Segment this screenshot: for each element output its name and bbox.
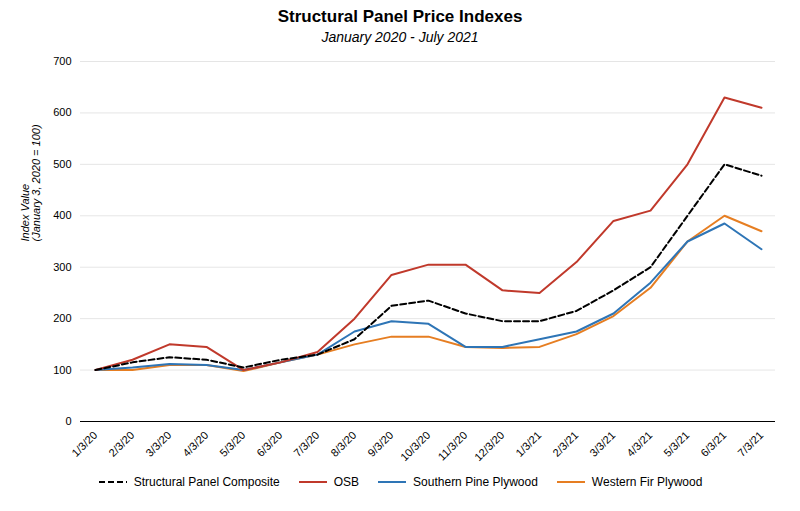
svg-text:100: 100 <box>53 364 71 376</box>
svg-text:600: 600 <box>53 106 71 118</box>
svg-text:8/3/20: 8/3/20 <box>328 429 358 459</box>
svg-text:11/3/20: 11/3/20 <box>436 429 470 463</box>
svg-text:6/3/20: 6/3/20 <box>254 429 284 459</box>
svg-text:300: 300 <box>53 261 71 273</box>
svg-text:6/3/21: 6/3/21 <box>698 429 728 459</box>
svg-text:700: 700 <box>53 55 71 67</box>
html-text:Structural Panel Composite: Structural Panel Composite <box>133 475 280 489</box>
svg-text:7/3/20: 7/3/20 <box>291 429 321 459</box>
html-text:January 2020 - July 2021: January 2020 - July 2021 <box>321 29 479 45</box>
svg-text:2/3/21: 2/3/21 <box>550 429 580 459</box>
html-text:OSB: OSB <box>333 475 360 489</box>
svg-text:4/3/20: 4/3/20 <box>180 429 210 459</box>
svg-text:4/3/21: 4/3/21 <box>624 429 654 459</box>
svg-text:0: 0 <box>65 415 71 427</box>
html-text:Structural Panel Price Indexes: Structural Panel Price Indexes <box>277 7 523 26</box>
svg-text:3/3/20: 3/3/20 <box>143 429 173 459</box>
html-text:Southern Pine Plywood: Southern Pine Plywood <box>413 475 538 489</box>
svg-text:10/3/20: 10/3/20 <box>398 429 432 463</box>
svg-text:5/3/20: 5/3/20 <box>217 429 247 459</box>
svg-text:7/3/21: 7/3/21 <box>735 429 765 459</box>
svg-text:9/3/20: 9/3/20 <box>365 429 395 459</box>
html-text:Western Fir Plywood: Western Fir Plywood <box>591 475 703 489</box>
svg-text:500: 500 <box>53 158 71 170</box>
svg-text:5/3/21: 5/3/21 <box>661 429 691 459</box>
svg-text:1/3/21: 1/3/21 <box>513 429 543 459</box>
svg-text:1/3/20: 1/3/20 <box>69 429 99 459</box>
svg-text:2/3/20: 2/3/20 <box>106 429 136 459</box>
svg-text:3/3/21: 3/3/21 <box>587 429 617 459</box>
svg-text:400: 400 <box>53 209 71 221</box>
svg-text:12/3/20: 12/3/20 <box>472 429 506 463</box>
svg-text:200: 200 <box>53 312 71 324</box>
svg-text:Index Value(January 3, 2020 =: Index Value(January 3, 2020 = 100) <box>19 124 42 241</box>
